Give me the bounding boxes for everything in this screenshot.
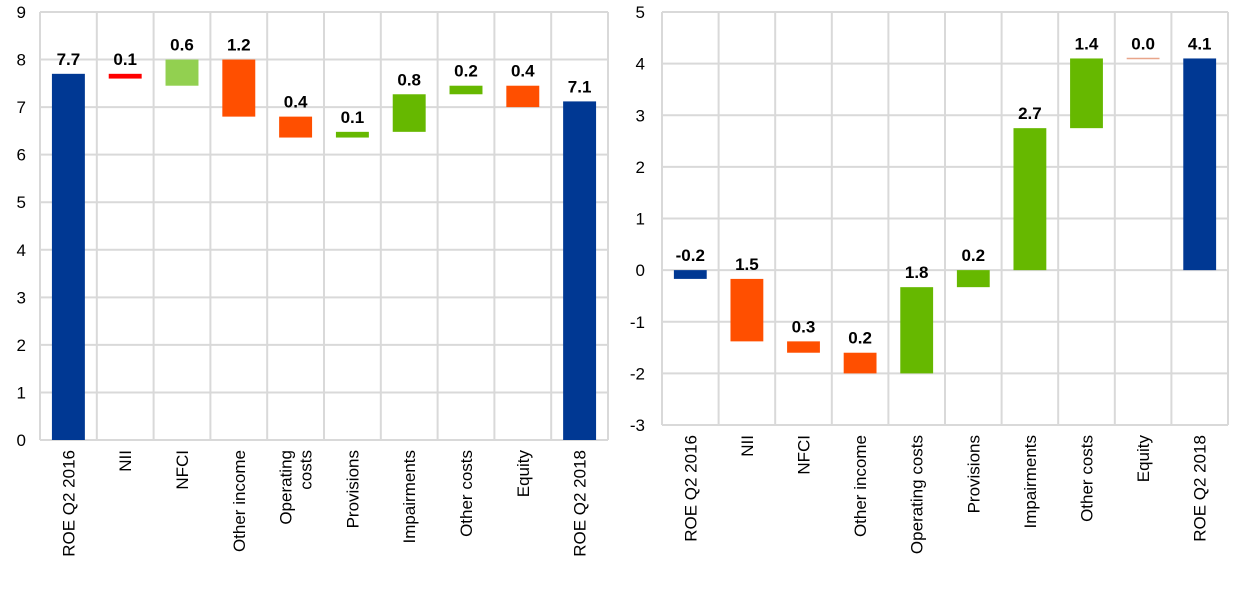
data-label: 0.8	[397, 70, 421, 89]
bar	[673, 270, 707, 279]
data-label: 7.1	[568, 77, 592, 96]
data-label: -0.2	[676, 246, 705, 265]
y-tick-label: 0	[17, 431, 26, 450]
x-category-label: Other income	[230, 450, 249, 552]
x-category-label: NFCI	[795, 435, 814, 475]
y-tick-label: 1	[17, 383, 26, 402]
data-label: 1.8	[905, 263, 929, 282]
y-tick-label: 5	[17, 193, 26, 212]
bar	[449, 85, 483, 95]
y-tick-label: 2	[17, 336, 26, 355]
data-label: 1.2	[227, 36, 251, 55]
x-category-label: ROE Q2 2018	[1191, 435, 1210, 542]
y-tick-label: 3	[17, 288, 26, 307]
bar	[900, 287, 934, 374]
y-tick-label: 8	[17, 51, 26, 70]
x-category-label: Other income	[851, 435, 870, 537]
data-label: 0.2	[848, 329, 872, 348]
x-category-label: Operating	[277, 450, 296, 525]
data-label: 0.1	[113, 50, 137, 69]
y-tick-label: 9	[17, 3, 26, 22]
x-category-label: Impairments	[1021, 435, 1040, 529]
right-chart-roe-change: -3 -2 -1 0 1 2 3 4 5 -0.2 ROE Q2 2016 1.5 NII 0.3 NFCI…	[630, 3, 1229, 554]
x-category-label: Equity	[1134, 435, 1153, 483]
x-category-label: Provisions	[964, 435, 983, 513]
x-category-label: Equity	[514, 450, 533, 498]
data-label: 2.7	[1018, 104, 1042, 123]
bar	[108, 73, 142, 79]
bar	[506, 85, 540, 108]
data-label: 0.4	[511, 62, 535, 81]
y-tick-label: 5	[636, 3, 645, 22]
y-tick-label: -1	[630, 313, 645, 332]
x-category-label: Other costs	[1078, 435, 1097, 522]
y-tick-label: 0	[636, 261, 645, 280]
x-category-label: Impairments	[400, 450, 419, 544]
data-label: 0.2	[961, 246, 985, 265]
y-tick-label: 4	[17, 241, 26, 260]
y-tick-label: 2	[636, 158, 645, 177]
bar	[51, 73, 85, 441]
y-tick-label: -3	[630, 416, 645, 435]
x-category-label: NII	[116, 450, 135, 472]
x-category-label: Operating costs	[908, 435, 927, 554]
bar	[279, 116, 313, 138]
x-category-label: ROE Q2 2018	[571, 450, 590, 557]
data-label: 0.0	[1131, 34, 1155, 53]
y-tick-label: 6	[17, 146, 26, 165]
data-label: 0.6	[170, 36, 194, 55]
bar	[1183, 58, 1217, 271]
data-label: 4.1	[1188, 34, 1212, 53]
data-label: 0.2	[454, 62, 478, 81]
data-label: 0.1	[341, 108, 365, 127]
bar	[1070, 58, 1103, 129]
x-category-label: NFCI	[173, 450, 192, 490]
bar	[787, 341, 820, 353]
bar	[335, 131, 369, 138]
y-tick-label: 1	[636, 210, 645, 229]
left-chart-roe-2016-2018: 0 1 2 3 4 5 6 7 8 9 7.7 ROE Q2 2016 0.1 NII 0.6 NFCI 1.2…	[17, 3, 609, 557]
bar	[730, 278, 764, 342]
bar	[563, 101, 597, 440]
data-label: 7.7	[57, 50, 81, 69]
bar	[165, 59, 199, 86]
x-category-label: ROE Q2 2016	[59, 450, 78, 557]
bar	[956, 270, 990, 288]
data-label: 0.4	[284, 93, 308, 112]
x-category-label: Provisions	[343, 450, 362, 528]
y-tick-label: -2	[630, 364, 645, 383]
data-label: 0.3	[792, 317, 816, 336]
bar	[843, 352, 877, 374]
y-tick-label: 4	[636, 55, 645, 74]
bar	[222, 59, 256, 117]
bar	[392, 94, 426, 132]
data-label: 1.4	[1075, 34, 1099, 53]
x-category-label: costs	[297, 450, 316, 490]
x-category-label: Other costs	[457, 450, 476, 537]
bar	[1013, 128, 1047, 271]
data-label: 1.5	[735, 255, 759, 274]
y-tick-label: 3	[636, 106, 645, 125]
x-category-label: NII	[738, 435, 757, 457]
y-tick-label: 7	[17, 98, 26, 117]
x-category-label: ROE Q2 2016	[681, 435, 700, 542]
